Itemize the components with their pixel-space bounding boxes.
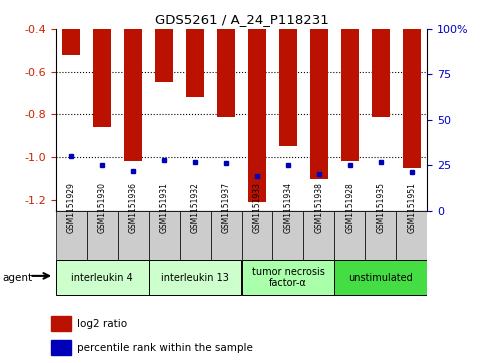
Bar bbox=[93, 0, 112, 127]
Bar bbox=[51, 340, 71, 355]
Text: GSM1151937: GSM1151937 bbox=[222, 182, 230, 233]
Bar bbox=[341, 0, 359, 162]
Title: GDS5261 / A_24_P118231: GDS5261 / A_24_P118231 bbox=[155, 13, 328, 26]
Text: GSM1151930: GSM1151930 bbox=[98, 182, 107, 233]
Bar bbox=[248, 0, 266, 202]
Bar bbox=[62, 0, 80, 55]
Bar bbox=[155, 0, 173, 82]
Text: GSM1151936: GSM1151936 bbox=[128, 182, 138, 233]
Bar bbox=[149, 260, 242, 295]
Bar bbox=[366, 211, 397, 260]
Bar bbox=[186, 0, 204, 97]
Bar bbox=[397, 211, 427, 260]
Bar bbox=[242, 211, 272, 260]
Bar bbox=[242, 260, 334, 295]
Text: GSM1151933: GSM1151933 bbox=[253, 182, 261, 233]
Bar bbox=[303, 211, 334, 260]
Bar bbox=[279, 0, 297, 147]
Text: interleukin 4: interleukin 4 bbox=[71, 273, 133, 283]
Bar bbox=[117, 211, 149, 260]
Bar bbox=[334, 211, 366, 260]
Bar bbox=[310, 0, 328, 179]
Bar bbox=[51, 316, 71, 331]
Bar bbox=[272, 211, 303, 260]
Text: GSM1151931: GSM1151931 bbox=[159, 182, 169, 233]
Text: agent: agent bbox=[2, 273, 32, 283]
Bar bbox=[56, 260, 149, 295]
Bar bbox=[149, 211, 180, 260]
Text: percentile rank within the sample: percentile rank within the sample bbox=[77, 343, 253, 353]
Bar bbox=[86, 211, 117, 260]
Text: tumor necrosis
factor-α: tumor necrosis factor-α bbox=[252, 267, 325, 289]
Bar bbox=[211, 211, 242, 260]
Text: GSM1151932: GSM1151932 bbox=[190, 182, 199, 233]
Text: GSM1151929: GSM1151929 bbox=[67, 182, 75, 233]
Bar bbox=[372, 0, 390, 117]
Text: log2 ratio: log2 ratio bbox=[77, 319, 127, 329]
Text: GSM1151935: GSM1151935 bbox=[376, 182, 385, 233]
Text: GSM1151928: GSM1151928 bbox=[345, 182, 355, 233]
Text: GSM1151938: GSM1151938 bbox=[314, 182, 324, 233]
Bar bbox=[334, 260, 427, 295]
Text: GSM1151934: GSM1151934 bbox=[284, 182, 293, 233]
Text: interleukin 13: interleukin 13 bbox=[161, 273, 229, 283]
Bar bbox=[403, 0, 421, 168]
Text: GSM1151951: GSM1151951 bbox=[408, 182, 416, 233]
Text: unstimulated: unstimulated bbox=[349, 273, 413, 283]
Bar bbox=[180, 211, 211, 260]
Bar bbox=[56, 211, 86, 260]
Bar bbox=[217, 0, 235, 117]
Bar bbox=[124, 0, 142, 162]
